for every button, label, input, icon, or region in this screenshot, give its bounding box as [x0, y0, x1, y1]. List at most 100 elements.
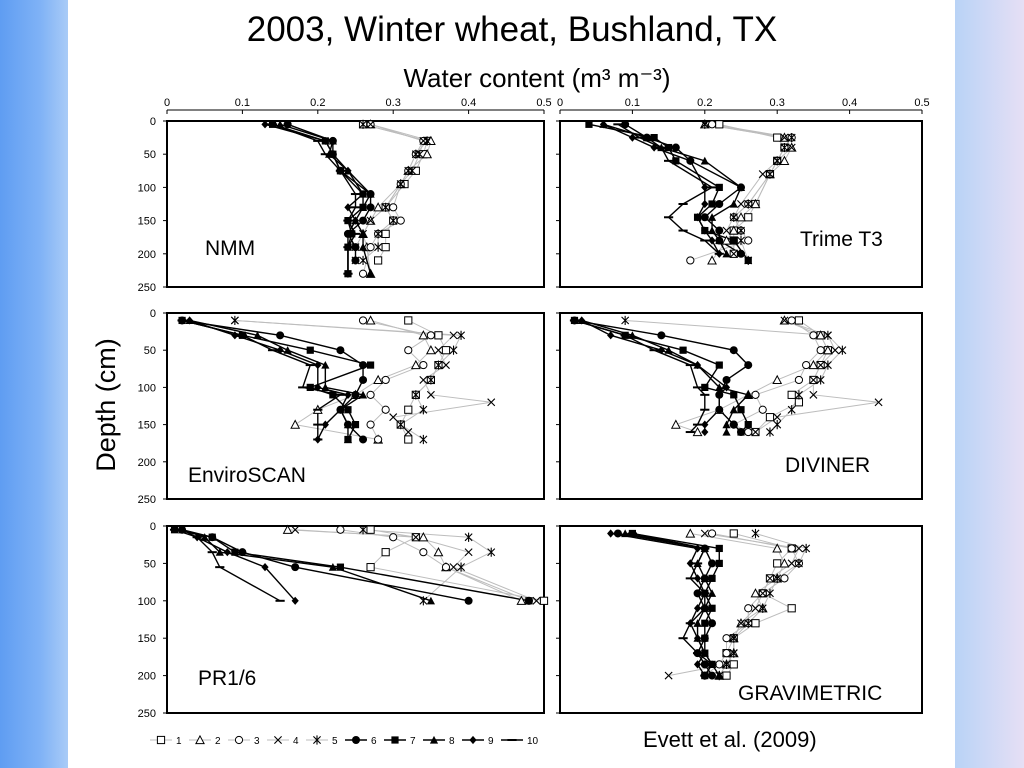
series-5-point [411, 390, 420, 400]
series-line-5 [704, 123, 793, 261]
series-3-point [715, 660, 724, 669]
series-8-point [321, 360, 330, 369]
x-tick-label: 0.4 [842, 97, 857, 109]
series-5-point [396, 420, 405, 430]
series-1-point [404, 405, 413, 414]
series-7-point [715, 559, 723, 567]
series-8-point [328, 136, 337, 145]
series-8-point [215, 548, 224, 556]
series-9-point [693, 574, 702, 583]
series-6-point [700, 660, 709, 669]
series-line-10 [181, 319, 343, 440]
series-2-point [685, 528, 696, 538]
series-5-point [780, 142, 789, 153]
series-3-point [809, 331, 818, 340]
series-5-point [737, 235, 745, 246]
series-8-point [722, 249, 731, 258]
panel-0: 0 50 100 150 200 250 0 0.1 0.2 0.3 0.4 0.5 NMM [138, 97, 552, 294]
series-4-point [765, 574, 774, 583]
x-axis-label: Water content (m³ m⁻³) [403, 63, 670, 93]
series-9-point [650, 143, 658, 152]
series-4-point [426, 390, 435, 399]
series-6-point [671, 143, 680, 152]
series-line-6 [287, 123, 372, 261]
series-7-point [329, 391, 337, 399]
series-5-point [359, 525, 368, 535]
series-9-point [329, 150, 337, 159]
series-4-point [773, 413, 782, 422]
series-5-point [230, 315, 239, 326]
series-line-6 [181, 319, 364, 440]
series-7-point [366, 361, 375, 369]
series-8-point [621, 529, 630, 538]
series-8-point [707, 226, 717, 235]
series-6-point [708, 559, 717, 568]
series-9-point [693, 660, 702, 669]
y-tick-label: 100 [138, 182, 156, 194]
series-6-point [359, 216, 368, 225]
panel-frame [166, 312, 545, 500]
series-6-point [722, 375, 731, 384]
series-9-point [607, 331, 615, 340]
series-8-point [276, 120, 285, 128]
series-9-point [321, 420, 329, 429]
series-5-point [722, 659, 731, 669]
series-3-point [404, 346, 413, 355]
series-4-point [737, 200, 745, 208]
series-2-point [808, 359, 819, 370]
series-3-point [389, 533, 398, 542]
series-7-point [701, 383, 709, 391]
y-tick-label: 0 [150, 308, 156, 320]
series-4-point [751, 604, 760, 613]
x-tick-label: 0.5 [536, 97, 551, 109]
x-tick-label: 0.2 [697, 97, 712, 109]
series-4-point [758, 589, 767, 598]
y-tick-label: 0 [150, 521, 156, 533]
series-3-point [381, 375, 390, 385]
panel-2: 0 50 100 150 200 250 EnviroSCAN [138, 308, 545, 506]
series-2-point [418, 532, 429, 542]
series-8-point [366, 189, 375, 198]
series-8-point [744, 390, 753, 399]
series-line-7 [588, 123, 749, 261]
series-9-point [344, 166, 352, 175]
series-6-point [715, 200, 724, 208]
slide-title: 2003, Winter wheat, Bushland, TX [246, 10, 778, 49]
series-6-point [351, 256, 360, 265]
series-8-point [664, 346, 673, 354]
series-line-8 [581, 319, 750, 433]
y-tick-label: 0 [150, 116, 156, 128]
y-tick-label: 150 [138, 216, 156, 228]
series-9-point [708, 236, 716, 245]
legend-marker-6 [352, 736, 360, 744]
series-8-point [729, 199, 738, 208]
series-4-point [434, 346, 443, 355]
y-tick-label: 50 [144, 558, 156, 570]
series-2-point [692, 426, 703, 437]
series-8-point [253, 331, 262, 339]
series-3-point [686, 256, 695, 265]
panel-label: NMM [205, 237, 255, 260]
series-8-point [628, 331, 637, 339]
series-9-point [693, 634, 702, 643]
series-7-point [306, 346, 314, 354]
series-4-point [780, 316, 789, 325]
series-8-point [707, 589, 717, 597]
series-line-1 [362, 123, 428, 261]
series-3-point [426, 331, 435, 340]
series-5-point [765, 169, 774, 179]
series-7-point [715, 544, 723, 553]
panel-label: EnviroSCAN [188, 464, 306, 487]
series-4-point [464, 548, 473, 557]
series-5-point [816, 375, 825, 385]
series-5-point [423, 136, 432, 146]
panel-frame [166, 120, 545, 288]
series-2-point [373, 374, 384, 385]
legend-marker-5 [313, 735, 321, 745]
series-8-point [707, 213, 717, 221]
series-6-point [366, 203, 375, 212]
series-4-point [787, 143, 796, 152]
series-2-point [707, 255, 717, 265]
series-line-1 [369, 529, 545, 602]
series-1-point [765, 413, 775, 422]
